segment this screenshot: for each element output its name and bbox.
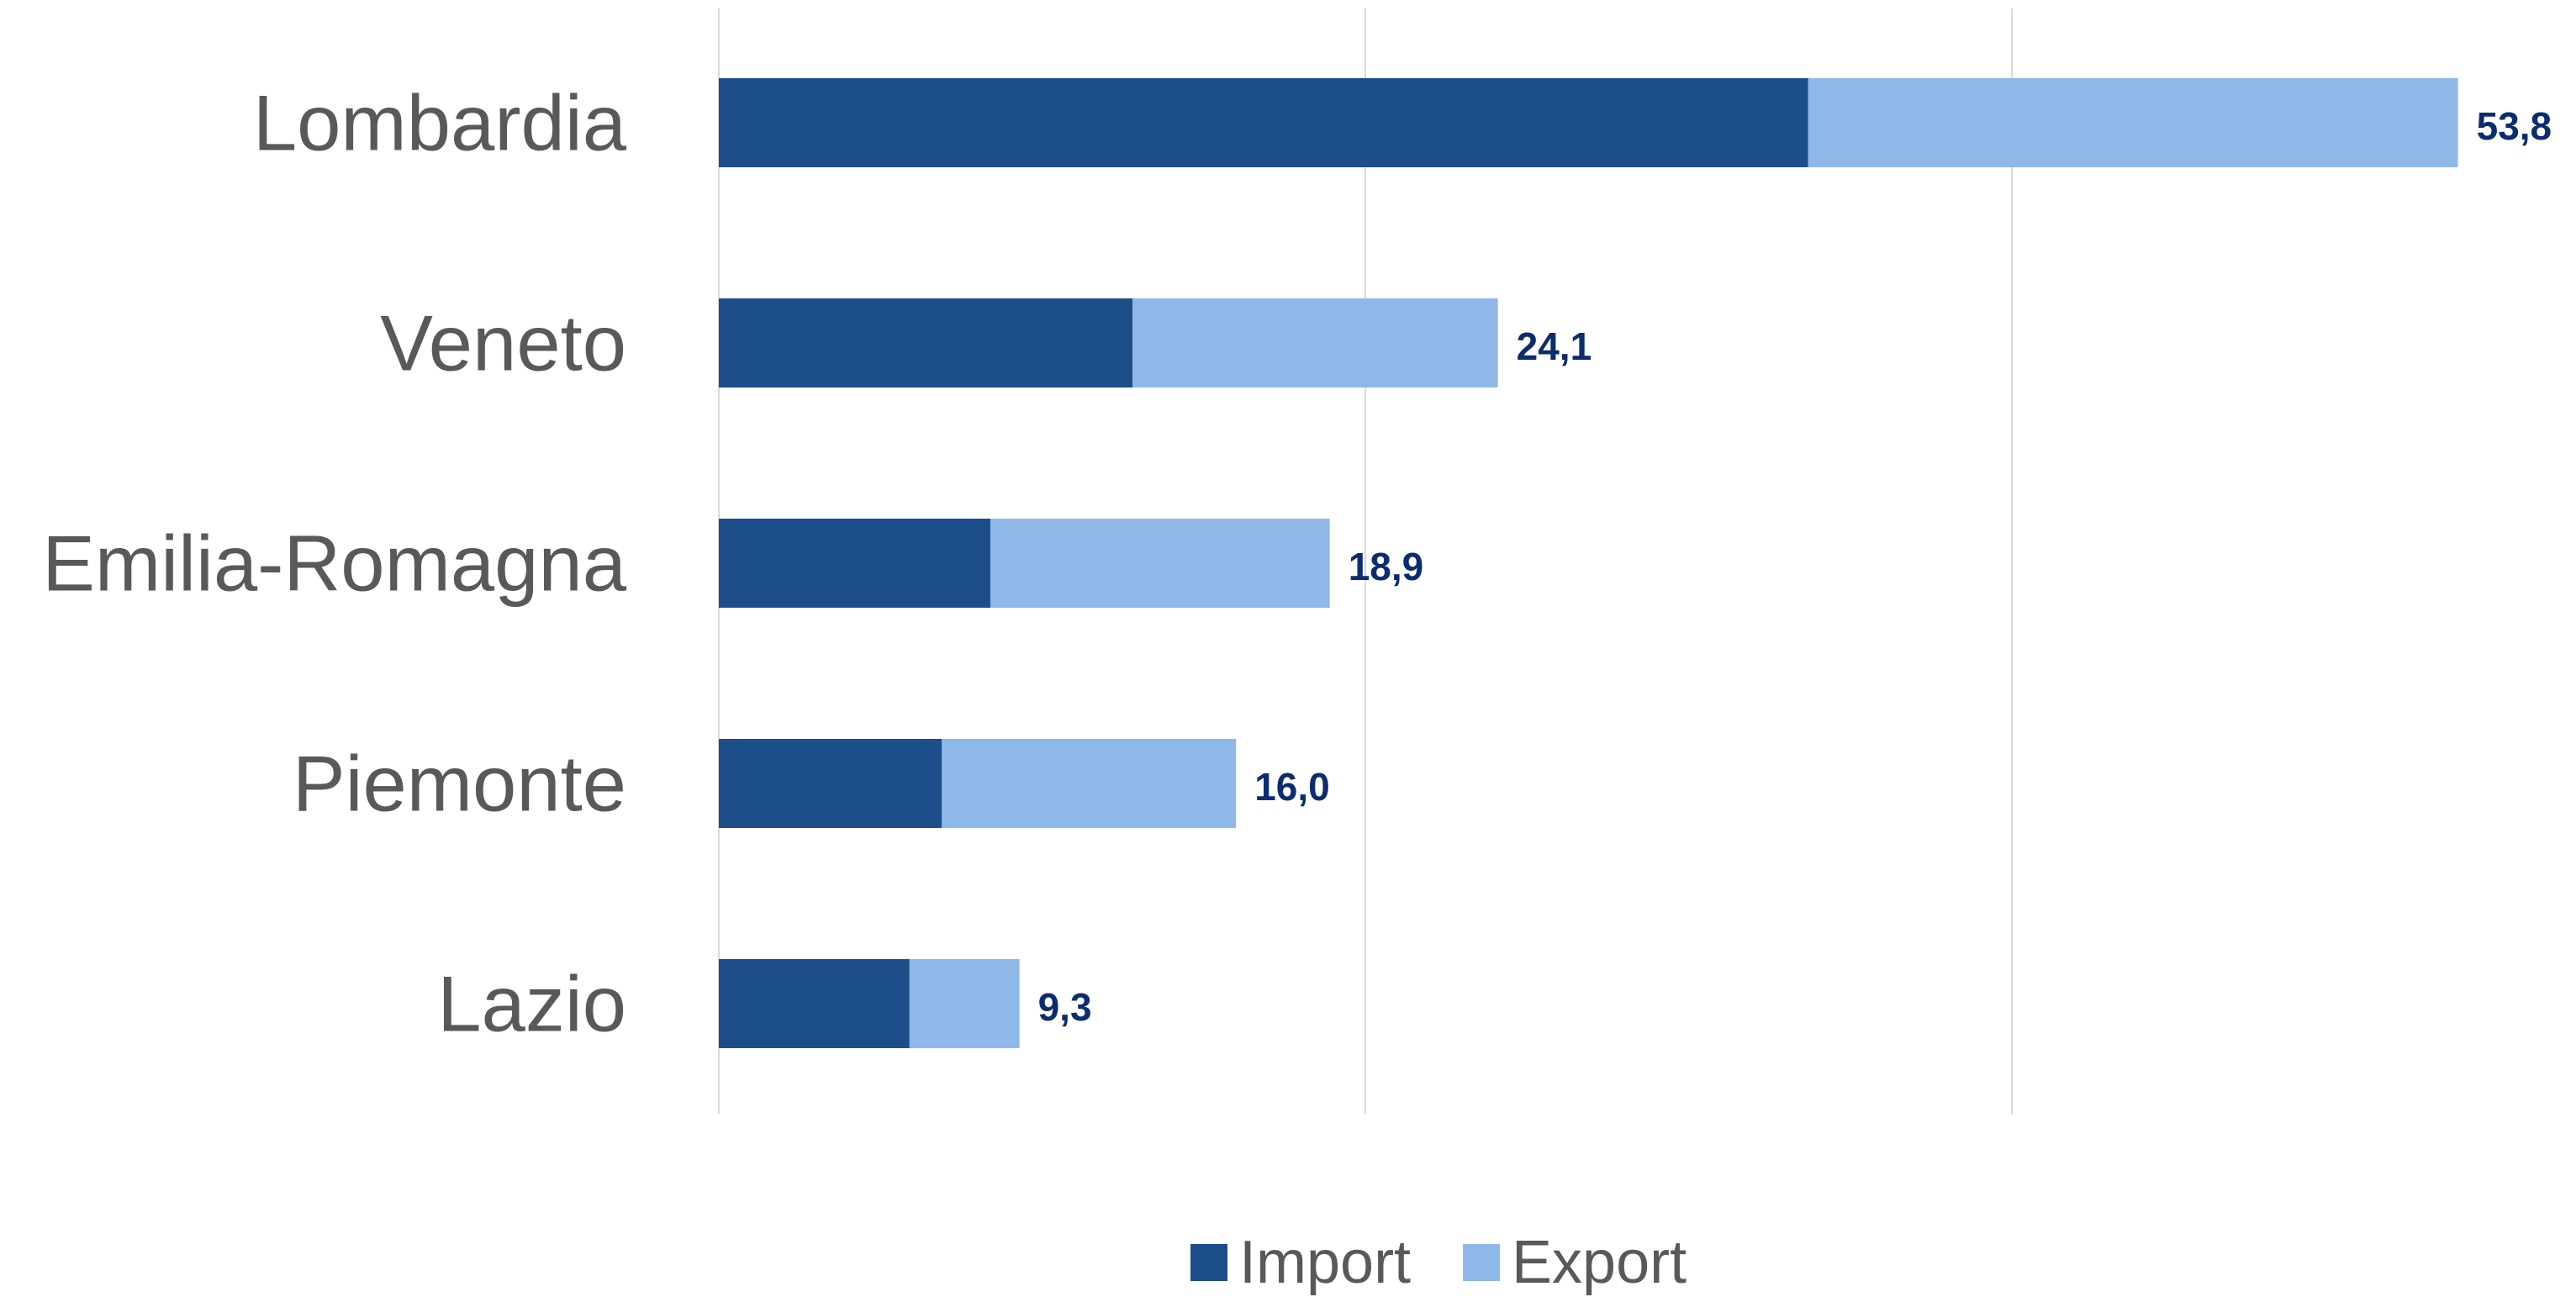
bar-export-emilia-romagna	[990, 519, 1330, 608]
total-labels: 53,8 24,1 18,9 16,0 9,3	[1038, 104, 2552, 1029]
category-label-lazio: Lazio	[437, 960, 626, 1048]
legend-swatch-import	[1190, 1244, 1227, 1281]
legend-label-export: Export	[1512, 1229, 1687, 1296]
category-label-lombardia: Lombardia	[253, 79, 627, 167]
bar-import-lombardia	[719, 78, 1808, 167]
bar-export-lazio	[909, 959, 1020, 1048]
legend-label-import: Import	[1239, 1229, 1411, 1296]
bar-import-emilia-romagna	[719, 519, 990, 608]
bar-export-piemonte	[942, 739, 1237, 828]
bar-import-veneto	[719, 298, 1133, 388]
bar-export-lombardia	[1808, 78, 2458, 167]
category-label-veneto: Veneto	[380, 299, 626, 388]
category-label-piemonte: Piemonte	[293, 740, 626, 828]
category-labels: Lombardia Veneto Emilia-Romagna Piemonte Laz…	[42, 79, 627, 1048]
total-label-lazio: 9,3	[1038, 985, 1092, 1029]
bars	[719, 78, 2458, 1048]
legend: Import Export	[1190, 1229, 1687, 1296]
legend-swatch-export	[1463, 1244, 1500, 1281]
total-label-veneto: 24,1	[1517, 324, 1592, 368]
bar-import-piemonte	[719, 739, 942, 828]
bar-export-veneto	[1132, 298, 1498, 388]
total-label-piemonte: 16,0	[1254, 765, 1330, 809]
total-label-lombardia: 53,8	[2477, 104, 2552, 148]
bar-import-lazio	[719, 959, 910, 1048]
total-label-emilia-romagna: 18,9	[1349, 545, 1424, 588]
category-label-emilia-romagna: Emilia-Romagna	[42, 519, 627, 608]
